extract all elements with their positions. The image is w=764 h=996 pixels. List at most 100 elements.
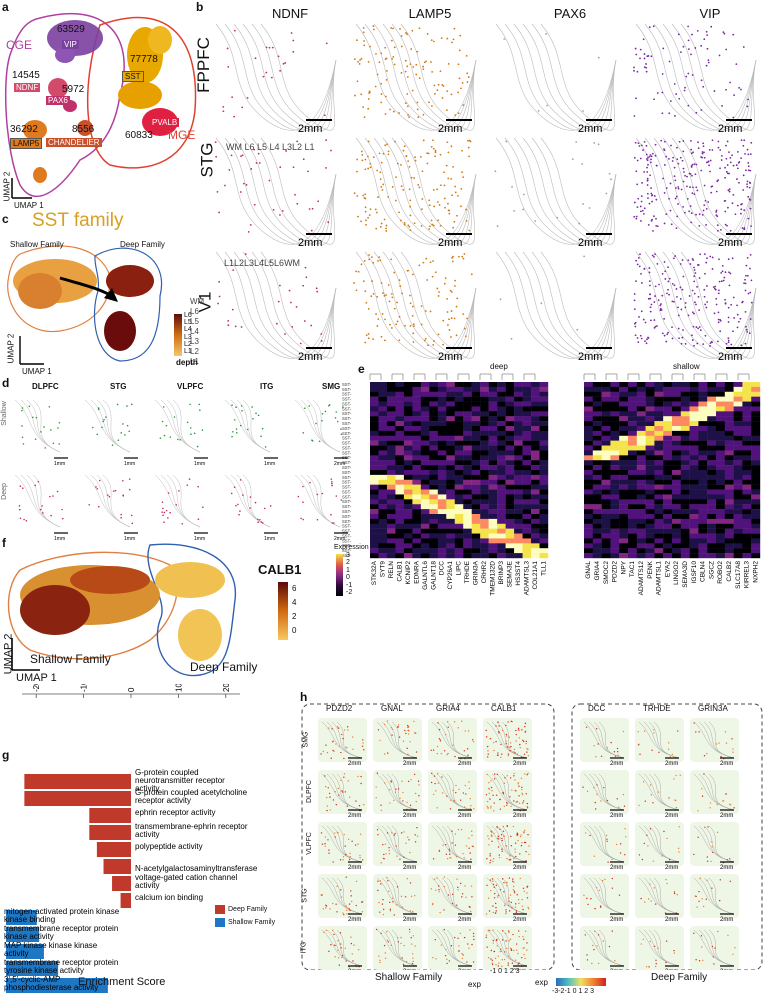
heatmap-cell [386, 430, 396, 436]
cell-dot [675, 227, 678, 229]
heatmap-cell [619, 421, 629, 427]
cell-dot [343, 757, 345, 760]
cell-dot [402, 149, 405, 152]
heatmap-cell [471, 514, 481, 520]
cell-dot [325, 905, 328, 907]
cell-dot [671, 337, 674, 340]
cell-dot [729, 804, 732, 806]
heatmap-cell [463, 465, 472, 471]
heatmap-cell [645, 426, 655, 432]
cell-dot [382, 183, 385, 186]
cell-dot [719, 879, 722, 881]
cell-dot [437, 722, 439, 724]
cell-dot [438, 891, 440, 893]
cell-dot [669, 182, 672, 185]
gene-label: LINGO2 [673, 561, 680, 585]
heatmap-cell [454, 543, 464, 549]
heatmap-cell [592, 494, 602, 500]
heatmap-cell [698, 396, 708, 402]
cell-dot [641, 858, 644, 861]
cell-dot [41, 505, 43, 507]
cell-dot [508, 877, 511, 879]
heatmap-cell [378, 518, 388, 524]
heatmap-cell [463, 435, 472, 441]
heatmap-cell [370, 479, 379, 485]
cell-dot [328, 852, 330, 854]
heatmap-cell [733, 553, 743, 559]
cell-dot [186, 484, 189, 486]
cell-dot [446, 37, 449, 40]
heatmap-cell [707, 440, 717, 446]
heatmap-cell [446, 504, 455, 510]
heatmap-cell [403, 401, 413, 407]
heatmap-cell [539, 450, 549, 456]
cell-dot [669, 100, 672, 103]
cell-dot [379, 961, 381, 964]
heatmap-cell [514, 455, 523, 461]
cell-dot [431, 275, 434, 278]
cell-dot [362, 742, 364, 744]
cell-dot [717, 321, 720, 324]
tissue-contour [653, 877, 680, 915]
cell-dot [703, 288, 706, 291]
cell-dot [413, 720, 415, 723]
heatmap-cell [689, 382, 699, 388]
heatmap-cell [619, 474, 629, 480]
heatmap-cell [610, 455, 620, 461]
heatmap-cell [628, 514, 637, 520]
heatmap-cell [403, 489, 413, 495]
cell-dot [654, 285, 657, 288]
cell-dot [341, 733, 343, 736]
cell-dot [503, 951, 506, 953]
cell-dot [431, 772, 433, 775]
heatmap-cell [531, 455, 540, 461]
cell-dot [693, 269, 696, 271]
heatmap-cell [471, 401, 481, 407]
heatmap-cell [716, 421, 725, 427]
heatmap-cell [672, 538, 681, 544]
heatmap-cell [663, 440, 673, 446]
tissue-contour [504, 23, 617, 131]
cell-dot [490, 807, 492, 809]
scale-bar-label: 2mm [298, 237, 322, 249]
heatmap-cell [488, 553, 498, 559]
heatmap-cell [454, 504, 464, 510]
heatmap-cell [610, 523, 620, 529]
heatmap-cell [592, 465, 602, 471]
heatmap-cell [539, 411, 549, 417]
cell-dot [432, 749, 435, 751]
heatmap-cell [742, 465, 752, 471]
heatmap-cell [488, 499, 498, 505]
heatmap-cell [446, 440, 455, 446]
heatmap-cell [505, 411, 515, 417]
cell-dot [327, 839, 329, 841]
cell-dot [650, 900, 652, 902]
cell-dot [409, 294, 411, 297]
cell-dot [647, 337, 650, 339]
cell-dot [458, 77, 461, 80]
heatmap-cell [488, 382, 498, 388]
cell-dot [644, 321, 647, 324]
cell-dot [714, 288, 717, 291]
cell-dot [645, 153, 648, 156]
cell-dot [593, 948, 595, 951]
heatmap-cell [610, 440, 620, 446]
cell-dot [696, 342, 699, 345]
cell-dot [651, 200, 653, 203]
heatmap-cell [446, 533, 455, 539]
cell-dot [422, 65, 425, 68]
g-tick-label: 0 [127, 687, 136, 692]
heatmap-cell [628, 489, 637, 495]
heatmap-cell [663, 430, 673, 436]
heatmap-cell [429, 440, 439, 446]
g-category-label: 3',5'-cyclic-AMP [4, 975, 60, 984]
heatmap-cell [654, 450, 664, 456]
cell-dot [505, 845, 507, 847]
heatmap-cell [716, 548, 725, 554]
cell-dot [723, 32, 726, 35]
cell-dot [722, 31, 725, 34]
cell-dot [491, 963, 494, 966]
heatmap-cell [446, 455, 455, 461]
heatmap-cell [497, 533, 506, 539]
heatmap-cell [707, 514, 717, 520]
